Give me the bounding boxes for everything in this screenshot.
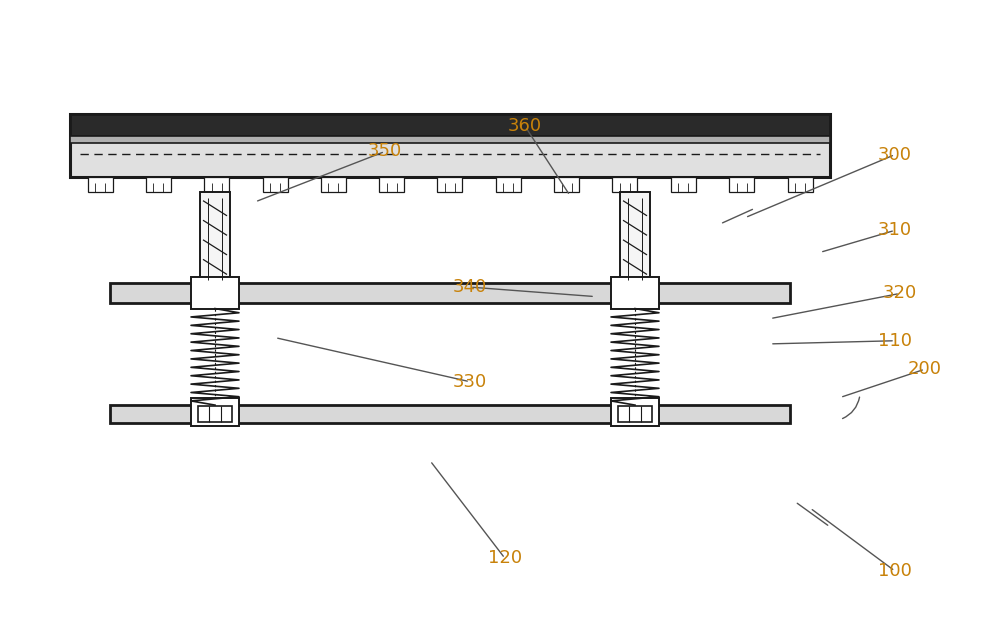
Bar — [200, 192, 230, 283]
Bar — [321, 177, 346, 192]
Bar — [618, 406, 652, 422]
Bar — [612, 177, 637, 192]
Bar — [611, 398, 659, 426]
Bar — [70, 136, 830, 143]
Bar — [437, 177, 462, 192]
Bar — [620, 192, 650, 283]
Bar — [379, 177, 404, 192]
Bar — [88, 177, 113, 192]
Bar — [146, 177, 171, 192]
Text: 310: 310 — [878, 221, 912, 239]
Text: 330: 330 — [453, 373, 487, 391]
Text: 300: 300 — [878, 146, 912, 163]
Text: 120: 120 — [488, 550, 522, 567]
Bar — [204, 177, 229, 192]
Bar — [110, 283, 790, 303]
Text: 320: 320 — [883, 285, 917, 302]
Text: 200: 200 — [908, 360, 942, 378]
Bar — [496, 177, 521, 192]
Bar — [191, 398, 239, 426]
Bar — [788, 177, 812, 192]
Text: 100: 100 — [878, 562, 912, 580]
Bar — [554, 177, 579, 192]
Bar — [611, 277, 659, 309]
Text: 340: 340 — [453, 278, 487, 296]
Bar — [198, 406, 232, 422]
Bar — [70, 114, 830, 177]
Text: 110: 110 — [878, 332, 912, 350]
Bar — [110, 405, 790, 423]
Bar — [671, 177, 696, 192]
Bar — [262, 177, 288, 192]
Bar — [191, 277, 239, 309]
Bar — [70, 114, 830, 136]
Bar — [729, 177, 754, 192]
Text: 350: 350 — [368, 143, 402, 160]
Text: 360: 360 — [508, 117, 542, 135]
